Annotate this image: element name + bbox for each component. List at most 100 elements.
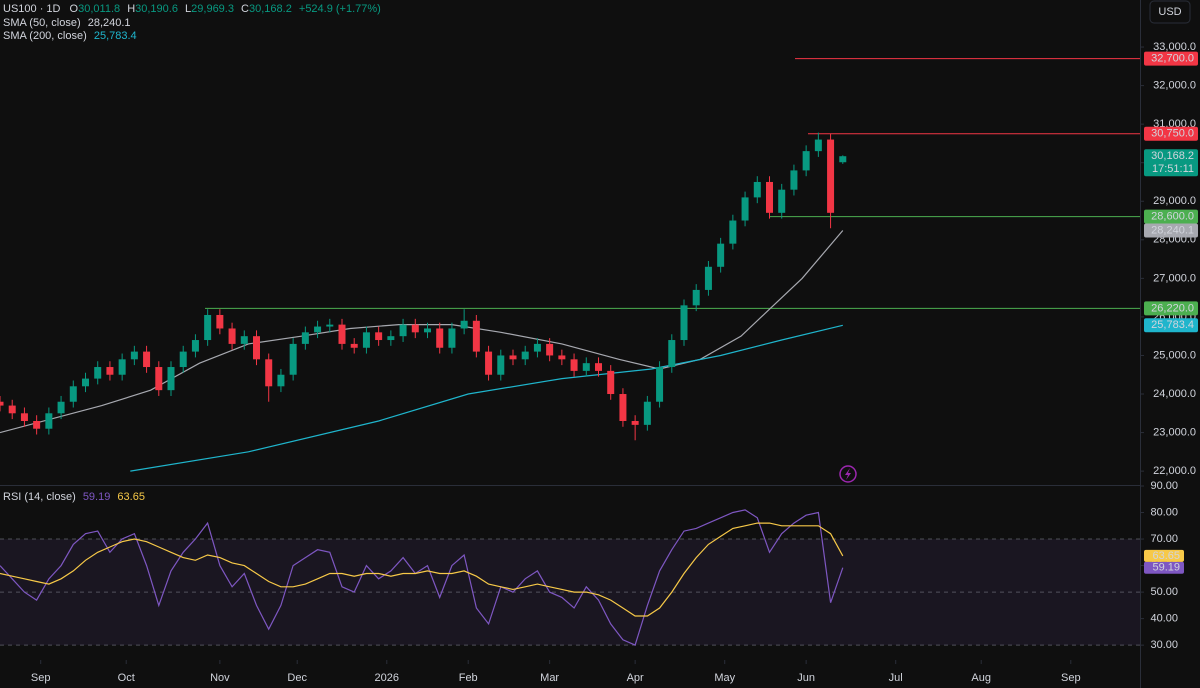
candle-body [839, 156, 847, 163]
countdown: 17:51:11 [1152, 163, 1194, 175]
legend-entry: SMA (50, close) [3, 17, 81, 29]
rsi-title: RSI (14, close) [3, 491, 76, 503]
candle-body [106, 367, 114, 375]
price-line-tag [1144, 301, 1198, 316]
candle-body [204, 314, 212, 341]
candle-body [533, 343, 541, 352]
y-tick-label: 23,000.0 [1153, 426, 1196, 438]
candle-body [424, 328, 431, 333]
legend-header: US100 · 1D O30,011.8 H30,190.6 L29,969.3… [3, 3, 381, 15]
rsi-tick-label: 40.00 [1150, 613, 1178, 625]
candle-body [472, 320, 480, 352]
y-tick-label: 25,000.0 [1153, 349, 1196, 361]
candle-body [656, 367, 664, 402]
candle-body [460, 320, 468, 329]
candle-body [680, 305, 688, 341]
candle-body [741, 197, 749, 221]
candle-body [448, 328, 456, 348]
legend-value: 28,240.1 [88, 17, 131, 29]
candle-body [558, 355, 566, 360]
rsi-tick-label: 70.00 [1150, 533, 1178, 545]
candle-body [790, 170, 798, 190]
x-tick-label: May [714, 672, 735, 684]
candle-body [729, 220, 737, 244]
y-tick-label: 24,000.0 [1153, 388, 1196, 400]
candle-body [326, 324, 334, 327]
sma-tag [1144, 223, 1198, 238]
candle-body [546, 343, 554, 356]
x-tick-label: Oct [118, 672, 135, 684]
candle-body [94, 367, 102, 379]
candle-body [814, 139, 822, 152]
candle-body [717, 243, 725, 267]
rsi-tag-label: 59.19 [1152, 562, 1180, 574]
candle-body [802, 151, 810, 171]
rsi-tick-label: 50.00 [1150, 586, 1178, 598]
sma-tag-label: 25,783.4 [1151, 319, 1194, 331]
ohlc-key: O [70, 3, 79, 15]
candle-body [289, 343, 297, 375]
legend-value: 63.65 [117, 491, 145, 503]
x-tick-label: Mar [540, 672, 559, 684]
candle-body [216, 314, 224, 329]
candle-body [766, 181, 773, 213]
x-tick-label: Sep [31, 672, 51, 684]
candle-body [704, 266, 712, 290]
candle-body [375, 332, 383, 341]
ohlc-value: 30,011.8 [78, 3, 120, 15]
candle-body [8, 405, 16, 414]
legend-value: 25,783.4 [94, 30, 137, 42]
price-line-label: 32,700.0 [1151, 53, 1194, 65]
candle-body [240, 336, 248, 344]
currency-button[interactable] [1149, 0, 1191, 24]
candle-body [778, 189, 786, 213]
candle-body [619, 394, 627, 422]
sma-legend: SMA (200, close) 25,783.4 [3, 30, 137, 42]
candle-body [57, 401, 65, 414]
candle-body [827, 139, 835, 213]
candle-body [20, 413, 28, 422]
candle-body [643, 401, 651, 425]
rsi-tick-label: 80.00 [1150, 506, 1178, 518]
rsi-line [0, 522, 844, 617]
legend-value: 59.19 [83, 491, 111, 503]
x-tick-label: Sep [1061, 672, 1081, 684]
candle-body [45, 413, 53, 429]
candle-body [595, 363, 602, 371]
symbol: US100 · 1D [3, 3, 61, 15]
price-line-label: 28,600.0 [1151, 211, 1194, 223]
candle-body [436, 328, 444, 348]
alert-icon [839, 465, 857, 483]
candle-body [179, 351, 187, 368]
sma-line [130, 324, 843, 472]
icon-bolt [845, 468, 851, 480]
y-tick-label: 32,000.0 [1153, 79, 1196, 91]
candle-body [191, 340, 199, 352]
ohlc-value: 29,969.3 [191, 3, 234, 15]
rsi-tick-label: 30.00 [1150, 639, 1178, 651]
candle-body [277, 374, 285, 387]
x-tick-label: Jun [797, 672, 815, 684]
candle-body [350, 343, 358, 348]
x-tick-label: Nov [210, 672, 230, 684]
candle-body [387, 336, 395, 341]
candle-body [411, 324, 419, 333]
sma-tag [1144, 318, 1198, 333]
candle-body [69, 386, 77, 402]
candle-body [33, 421, 41, 429]
candle-body [82, 378, 89, 387]
candle-body [130, 351, 138, 360]
ohlc-key: C [241, 3, 249, 15]
candle-body [301, 332, 309, 344]
price-line-tag [1144, 51, 1198, 66]
rsi-tag [1144, 561, 1184, 574]
y-tick-label: 29,000.0 [1153, 195, 1196, 207]
currency[interactable]: USD [1158, 6, 1181, 18]
icon-ring [839, 465, 857, 483]
y-tick-label: 27,000.0 [1153, 272, 1196, 284]
price-line-tag [1144, 126, 1198, 141]
x-tick-label: Dec [287, 672, 307, 684]
